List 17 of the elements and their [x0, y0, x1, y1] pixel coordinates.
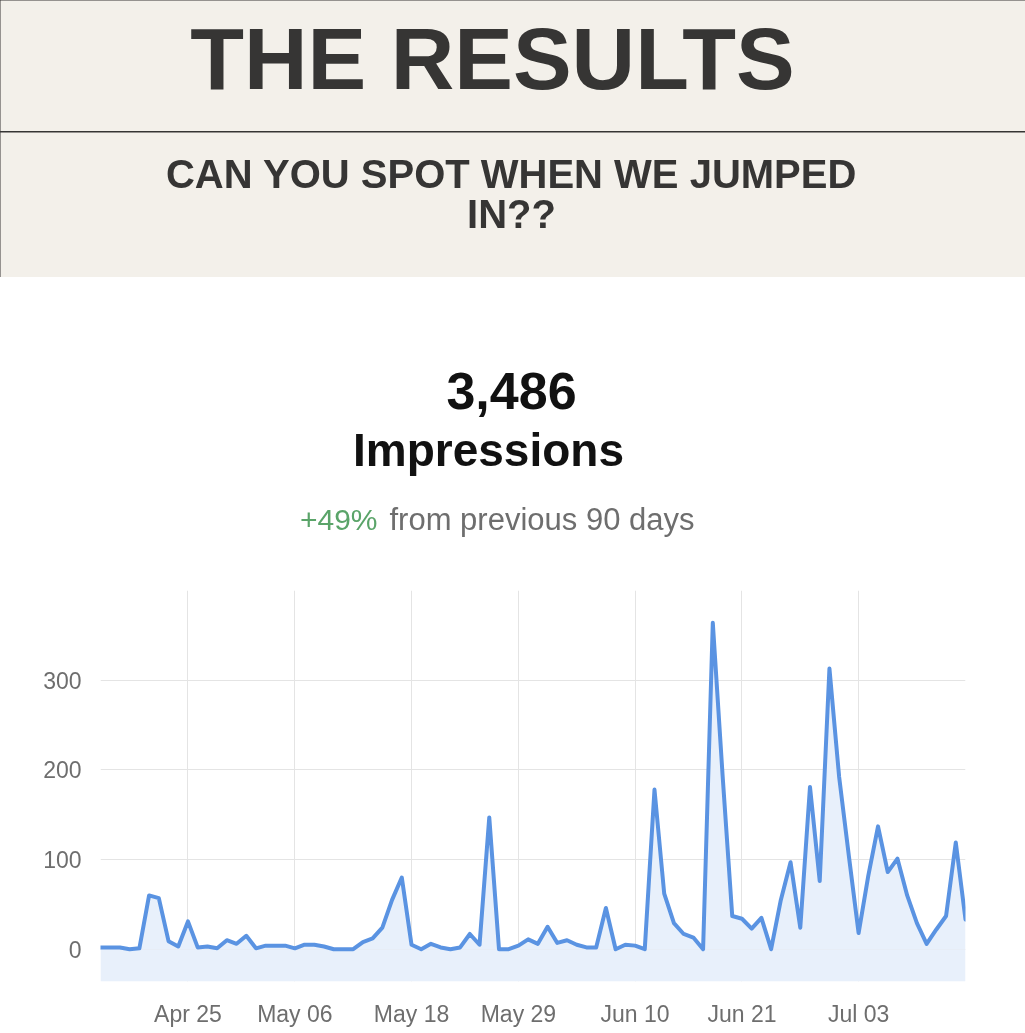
x-tick-label: Jul 03 — [827, 1000, 890, 1027]
y-tick-label: 200 — [43, 757, 82, 784]
x-tick-label: May 29 — [480, 1000, 557, 1027]
y-tick-label: 300 — [43, 667, 82, 694]
x-tick-label: May 18 — [373, 1000, 450, 1027]
text: from previous 90 days — [389, 502, 695, 537]
text: 3,486 — [446, 361, 577, 420]
chart-title: THE RESULTS — [190, 9, 795, 108]
x-tick-label: Jun 21 — [707, 1000, 777, 1027]
y-tick-label: 0 — [68, 936, 82, 963]
text: +49% — [299, 503, 378, 536]
x-tick-label: Jun 10 — [600, 1000, 670, 1027]
chart-subtitle: CAN YOU SPOT WHEN WE JUMPED IN?? — [165, 151, 857, 236]
text: Impressions — [353, 423, 624, 476]
x-tick-label: May 06 — [257, 1000, 333, 1027]
x-tick-label: Apr 25 — [154, 1000, 222, 1027]
y-tick-label: 100 — [43, 847, 82, 874]
